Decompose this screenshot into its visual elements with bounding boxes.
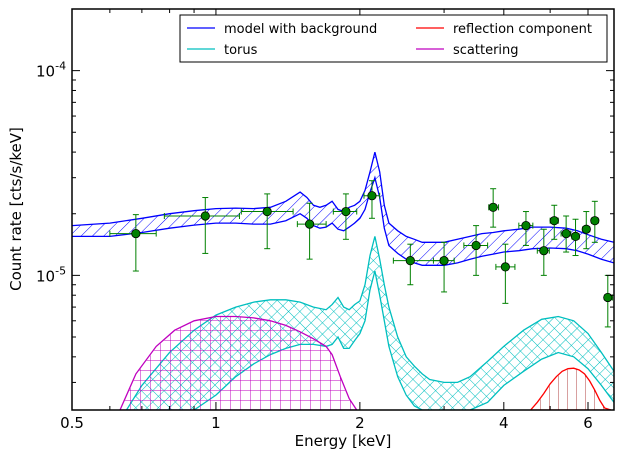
data-point xyxy=(432,241,455,293)
x-axis-label: Energy [keV] xyxy=(295,432,392,450)
x-tick-label: 1 xyxy=(211,414,221,432)
data-point xyxy=(495,243,516,304)
data-marker xyxy=(341,206,351,217)
data-point xyxy=(332,193,358,240)
data-marker xyxy=(200,211,210,221)
data-point xyxy=(163,197,240,254)
data-marker xyxy=(131,228,141,239)
legend-label-model: model with background xyxy=(224,22,377,37)
legend: model with background reflection compone… xyxy=(179,14,608,63)
data-marker xyxy=(405,256,415,266)
data-point xyxy=(463,225,489,276)
data-marker xyxy=(439,256,449,266)
data-marker xyxy=(471,240,481,251)
legend-box xyxy=(179,14,608,63)
data-marker xyxy=(367,191,377,201)
plot-frame xyxy=(71,8,615,411)
data-marker xyxy=(570,231,581,242)
data-marker xyxy=(521,221,531,231)
data-marker xyxy=(262,206,272,217)
data-marker xyxy=(500,262,510,272)
data-point xyxy=(590,200,600,243)
reflection-band-fill xyxy=(530,368,611,410)
data-point xyxy=(109,214,157,272)
data-point xyxy=(488,188,500,228)
scattering-band-upper xyxy=(119,315,358,410)
model-band-upper xyxy=(72,151,614,243)
data-point xyxy=(536,228,550,276)
y-tick-label: 10-5 xyxy=(36,264,66,285)
data-marker xyxy=(488,202,498,212)
data-point xyxy=(240,193,294,250)
data-marker xyxy=(561,228,571,239)
y-axis-label: Count rate [cts/s/keV] xyxy=(7,127,25,291)
data-point xyxy=(581,211,591,250)
x-tick-label: 2 xyxy=(355,414,365,432)
data-point xyxy=(560,215,572,253)
model-band-fill xyxy=(72,152,614,266)
x-tick-label: 6 xyxy=(583,414,593,432)
data-marker xyxy=(581,224,591,234)
x-tick-label: 0.5 xyxy=(60,414,84,432)
data-point xyxy=(549,204,559,240)
data-point xyxy=(392,243,442,286)
data-marker xyxy=(539,246,549,256)
data-marker xyxy=(549,216,559,226)
data-point xyxy=(518,211,534,246)
data-point xyxy=(570,218,581,257)
scattering-band-fill xyxy=(120,316,357,410)
x-tick-label: 4 xyxy=(499,414,509,432)
legend-label-scattering: scattering xyxy=(453,43,519,58)
legend-label-torus: torus xyxy=(224,43,258,58)
data-point xyxy=(363,180,381,219)
y-tick-label: 10-4 xyxy=(36,60,66,81)
data-marker xyxy=(590,216,600,226)
torus-band-upper xyxy=(125,236,614,410)
data-marker xyxy=(305,219,315,229)
legend-label-reflection: reflection component xyxy=(453,22,592,37)
data-marker xyxy=(603,292,613,303)
reflection-band-upper xyxy=(530,367,612,410)
data-point xyxy=(296,202,327,260)
